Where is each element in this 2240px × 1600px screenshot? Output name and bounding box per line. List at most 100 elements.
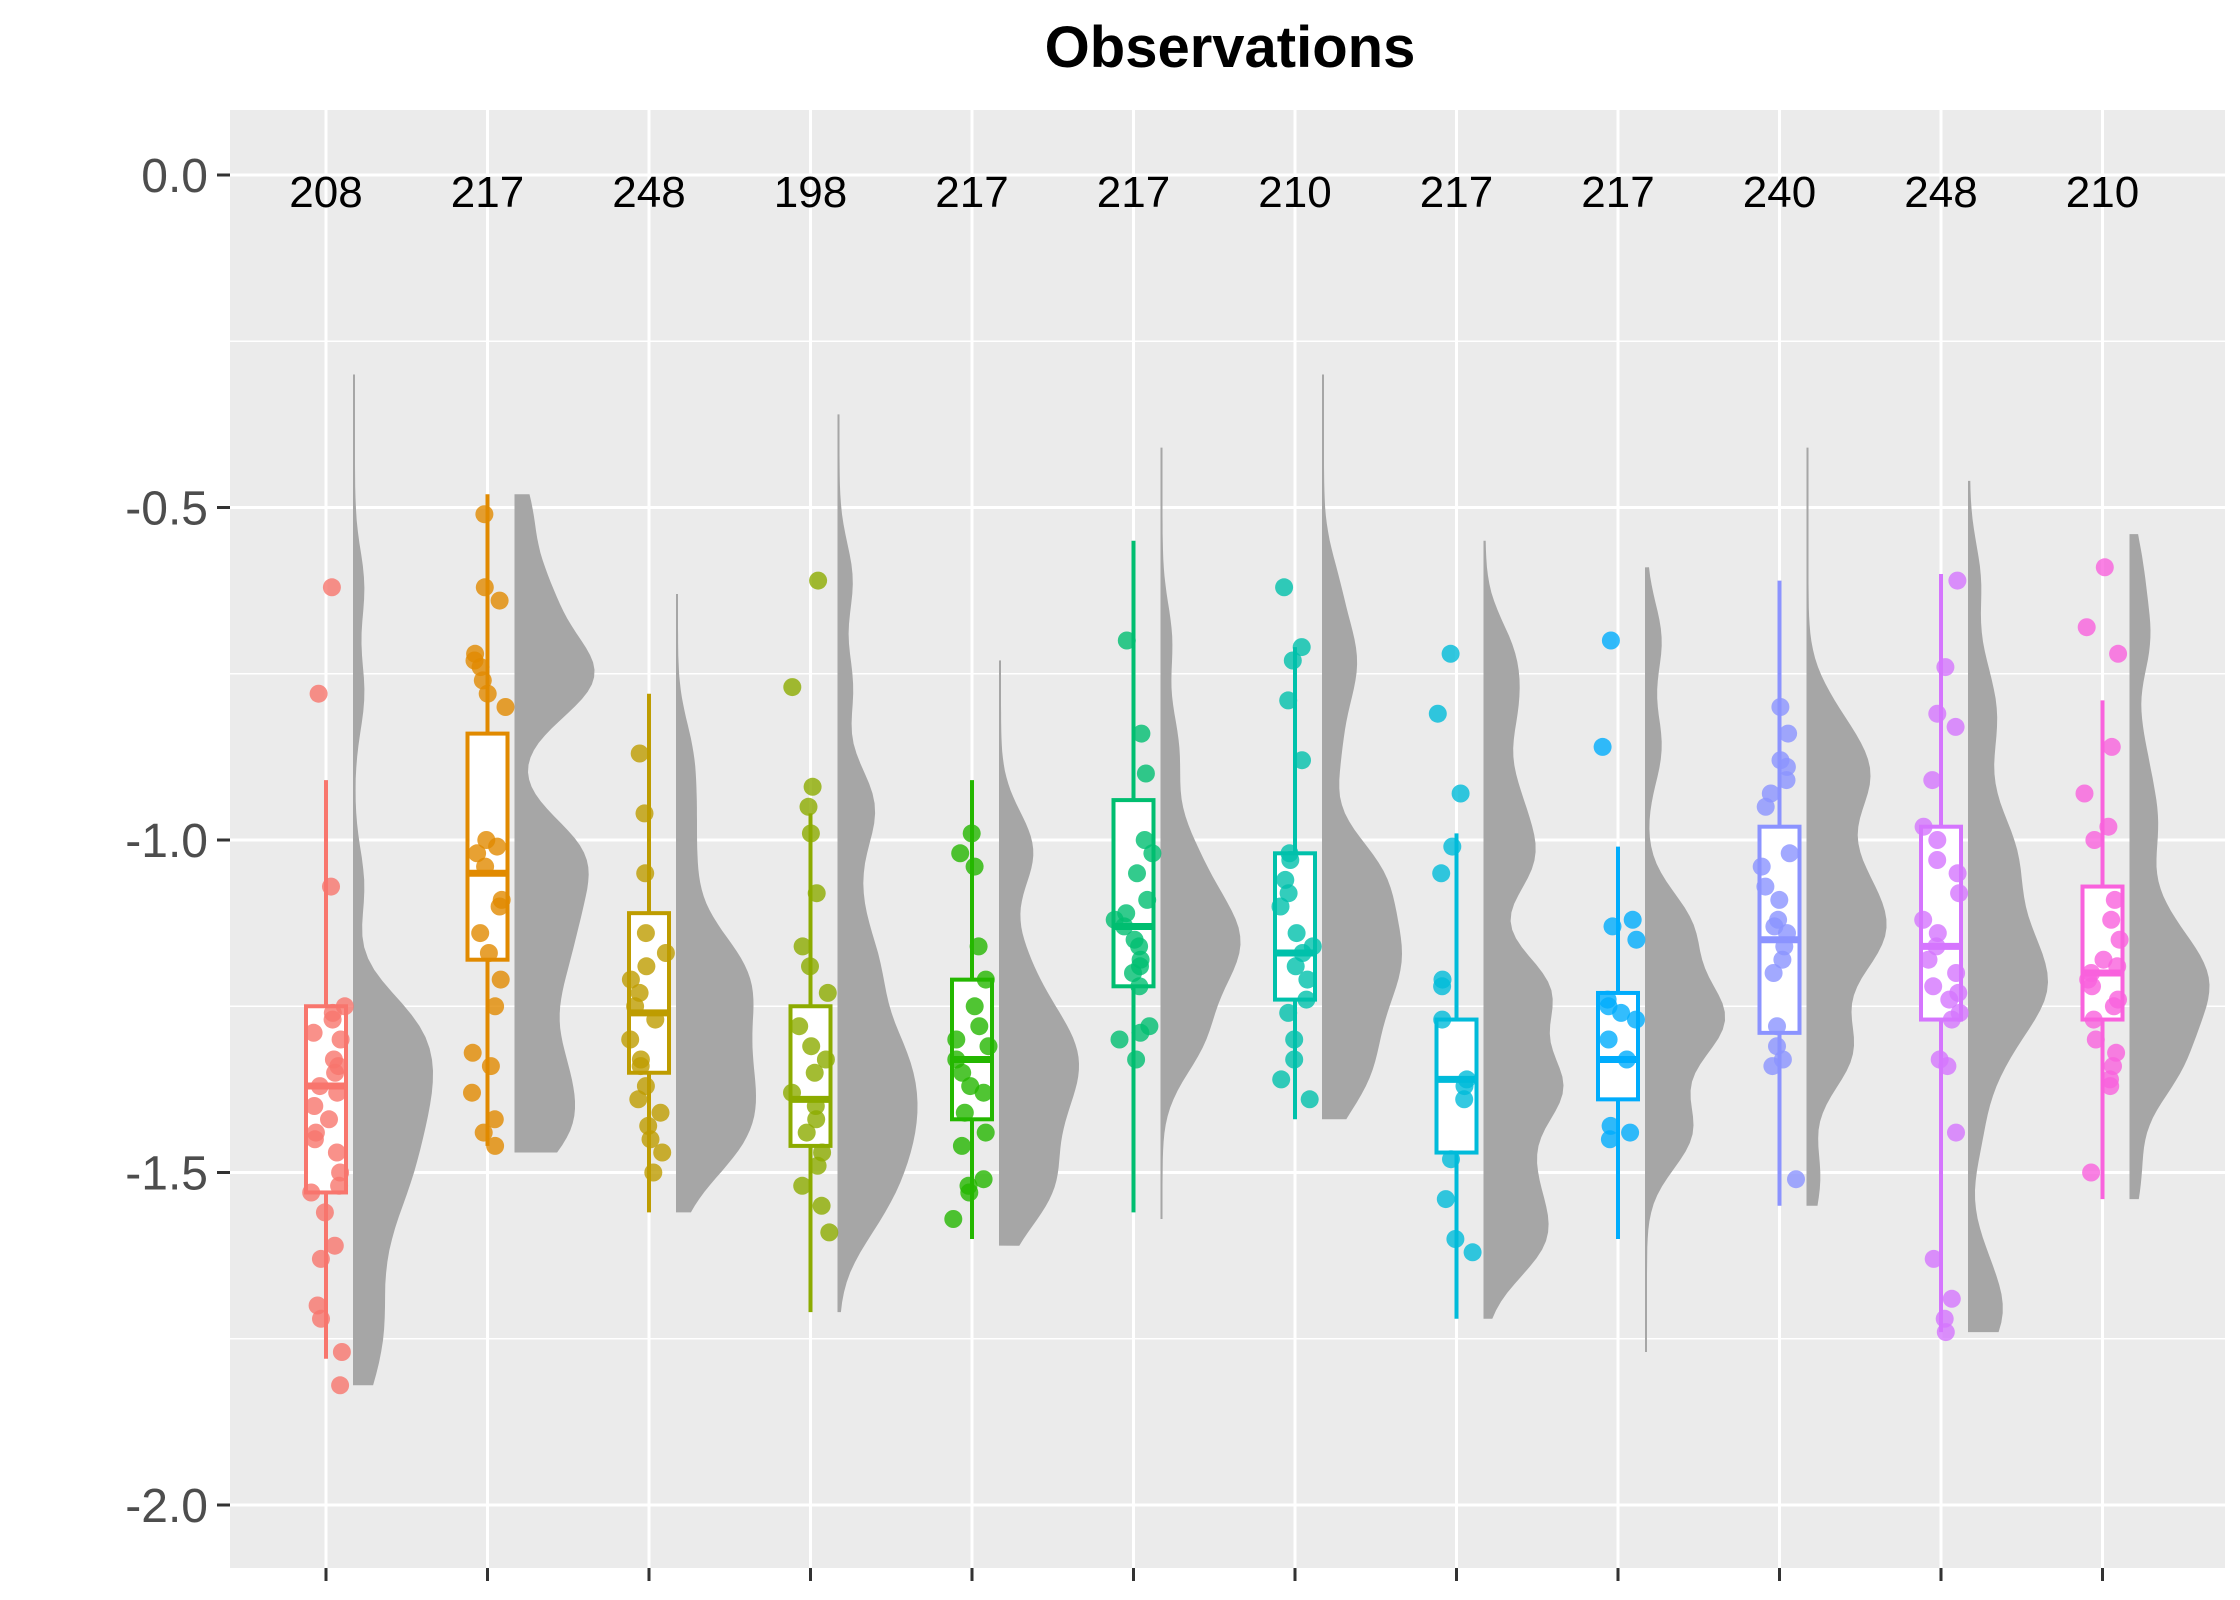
count-label: 217	[1420, 168, 1493, 217]
data-point	[315, 1203, 334, 1222]
data-point	[1612, 1003, 1631, 1022]
point-layer	[302, 505, 2129, 1395]
data-point	[965, 857, 984, 876]
data-point	[1947, 964, 1966, 982]
data-point	[793, 1176, 812, 1195]
data-point	[965, 997, 984, 1016]
data-point	[2083, 977, 2101, 996]
data-point	[1271, 897, 1290, 916]
data-point	[1936, 1323, 1955, 1342]
data-point	[1287, 924, 1306, 943]
y-tick-label: -1.0	[125, 815, 208, 868]
data-point	[1279, 1003, 1298, 1022]
data-point	[1928, 704, 1947, 723]
data-point	[479, 944, 498, 962]
data-point	[1777, 771, 1796, 790]
data-point	[1124, 964, 1142, 982]
density-layer	[353, 374, 2210, 1386]
data-point	[961, 1077, 980, 1096]
count-label: 208	[289, 168, 362, 217]
data-point	[332, 1343, 351, 1361]
data-point	[1780, 844, 1799, 863]
data-point	[2085, 831, 2104, 849]
data-point	[637, 957, 656, 976]
density-shape	[514, 494, 595, 1153]
data-point	[646, 1010, 665, 1029]
data-point	[807, 1110, 826, 1129]
data-point	[1455, 1090, 1474, 1109]
data-point	[485, 1110, 504, 1129]
data-point	[806, 1097, 825, 1115]
data-point	[481, 1057, 500, 1076]
count-label: 240	[1743, 168, 1816, 217]
data-point	[635, 804, 654, 823]
data-point	[1787, 1170, 1805, 1189]
data-point	[2110, 930, 2129, 949]
data-point	[1775, 937, 1794, 956]
data-point	[323, 1010, 342, 1029]
data-point	[478, 684, 497, 703]
data-point	[1940, 990, 1959, 1009]
data-point	[641, 1130, 660, 1149]
data-point	[2075, 784, 2094, 803]
data-point	[468, 844, 487, 863]
data-point	[797, 1123, 816, 1142]
density-shape	[1645, 567, 1725, 1353]
data-point	[1621, 1123, 1640, 1142]
data-point	[302, 1183, 321, 1202]
data-point	[1928, 831, 1947, 849]
data-point	[1623, 910, 1642, 929]
data-point	[2086, 1030, 2105, 1049]
data-point	[2094, 950, 2113, 969]
data-point	[331, 1376, 350, 1395]
data-point	[1455, 1077, 1474, 1096]
data-point	[979, 1037, 998, 1056]
data-point	[809, 571, 828, 590]
data-point	[1285, 1030, 1304, 1049]
data-point	[476, 857, 495, 876]
density-shape	[1483, 540, 1564, 1319]
data-point	[463, 1043, 482, 1062]
data-point	[1128, 864, 1146, 883]
data-point	[1627, 1010, 1645, 1029]
data-point	[1127, 1050, 1146, 1069]
data-point	[1924, 977, 1943, 996]
data-point	[960, 1183, 979, 1202]
data-point	[1914, 817, 1933, 836]
data-point	[2105, 890, 2124, 909]
data-point	[1756, 797, 1775, 816]
data-point	[818, 983, 837, 1002]
data-point	[1143, 844, 1162, 863]
data-point	[944, 1210, 963, 1228]
data-point	[1283, 651, 1302, 670]
data-point	[486, 997, 505, 1016]
data-point	[812, 1196, 831, 1215]
data-point	[1756, 877, 1775, 896]
data-point	[969, 937, 988, 956]
data-point	[1763, 1057, 1782, 1076]
data-point	[1293, 944, 1312, 962]
data-point	[305, 1097, 324, 1115]
density-shape	[1160, 447, 1241, 1220]
data-point	[496, 698, 515, 716]
data-point	[322, 877, 340, 896]
data-point	[471, 924, 490, 943]
data-point	[325, 1236, 344, 1255]
data-point	[488, 837, 507, 856]
data-point	[328, 1083, 347, 1102]
axes: 0.0 -0.5 -1.0 -1.5 -2.0	[125, 150, 2104, 1581]
data-point	[1600, 1130, 1619, 1149]
data-point	[1272, 1070, 1291, 1089]
data-point	[1947, 1123, 1965, 1142]
data-point	[1942, 1289, 1961, 1308]
data-point	[1928, 924, 1947, 943]
data-point	[2102, 910, 2121, 929]
data-point	[1771, 698, 1790, 716]
data-point	[953, 1063, 972, 1082]
data-point	[1281, 851, 1300, 869]
y-tick-label: -1.5	[125, 1148, 208, 1201]
data-point	[1132, 724, 1151, 743]
data-point	[2099, 817, 2118, 836]
data-point	[807, 884, 826, 903]
data-point	[1603, 917, 1622, 936]
